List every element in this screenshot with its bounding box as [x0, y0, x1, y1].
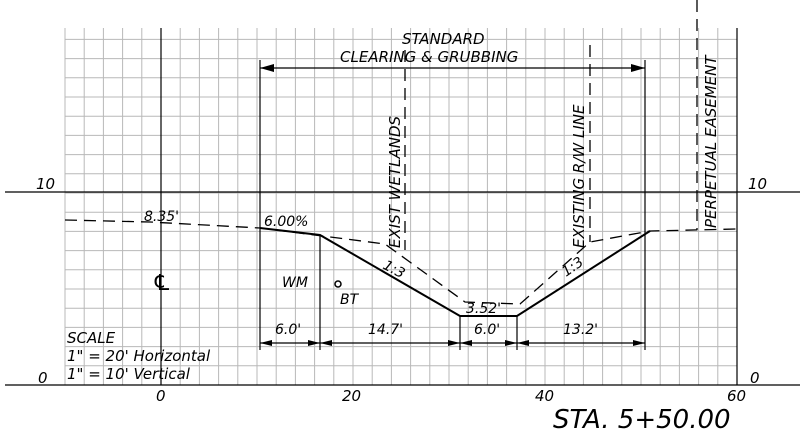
- wm-label: WM: [282, 275, 308, 291]
- scale-horizontal: 1" = 20' Horizontal: [67, 347, 211, 365]
- easement-label: PERPETUAL EASEMENT: [702, 54, 720, 228]
- x-tick-label: 60: [727, 387, 746, 405]
- clearing-title-line1: STANDARD: [402, 30, 485, 48]
- dim-arrows: [260, 340, 645, 346]
- wetlands-label: EXIST WETLANDS: [386, 116, 404, 248]
- y-label-right-10: 10: [748, 175, 767, 193]
- row-line-label: EXISTING R/W LINE: [570, 104, 588, 248]
- clearing-title-line2: CLEARING & GRUBBING: [340, 48, 518, 66]
- bt-label: BT: [340, 292, 360, 308]
- y-label-left-10: 10: [36, 175, 55, 193]
- x-tick-label: 40: [535, 387, 554, 405]
- scale-title: SCALE: [67, 329, 116, 347]
- x-tick-label: 20: [342, 387, 361, 405]
- existing-ground-line: [64, 219, 738, 305]
- dim-label-2: 14.7': [368, 322, 403, 338]
- slope-right-label: 1:3: [559, 254, 587, 280]
- x-tick-label: 0: [156, 387, 166, 405]
- y-label-right-0: 0: [750, 369, 760, 387]
- dim-label-1: 6.0': [275, 322, 301, 338]
- clearing-arrow-left: [260, 64, 274, 72]
- centerline-symbol-icon: ℄: [152, 271, 172, 296]
- y-label-left-0: 0: [38, 369, 48, 387]
- dim-label-3: 6.0': [474, 322, 500, 338]
- bt-marker-icon: [334, 280, 342, 288]
- station-label: STA. 5+50.00: [553, 405, 731, 433]
- clearing-arrow-right: [631, 64, 645, 72]
- scale-vertical: 1" = 10' Vertical: [67, 365, 191, 383]
- slope-left-label: 1:3: [380, 257, 407, 282]
- offset-distance-label: 8.35': [144, 209, 179, 225]
- bottom-width-label: 3.52': [466, 301, 501, 317]
- dim-label-4: 13.2': [563, 322, 598, 338]
- grade-label: 6.00%: [264, 214, 308, 230]
